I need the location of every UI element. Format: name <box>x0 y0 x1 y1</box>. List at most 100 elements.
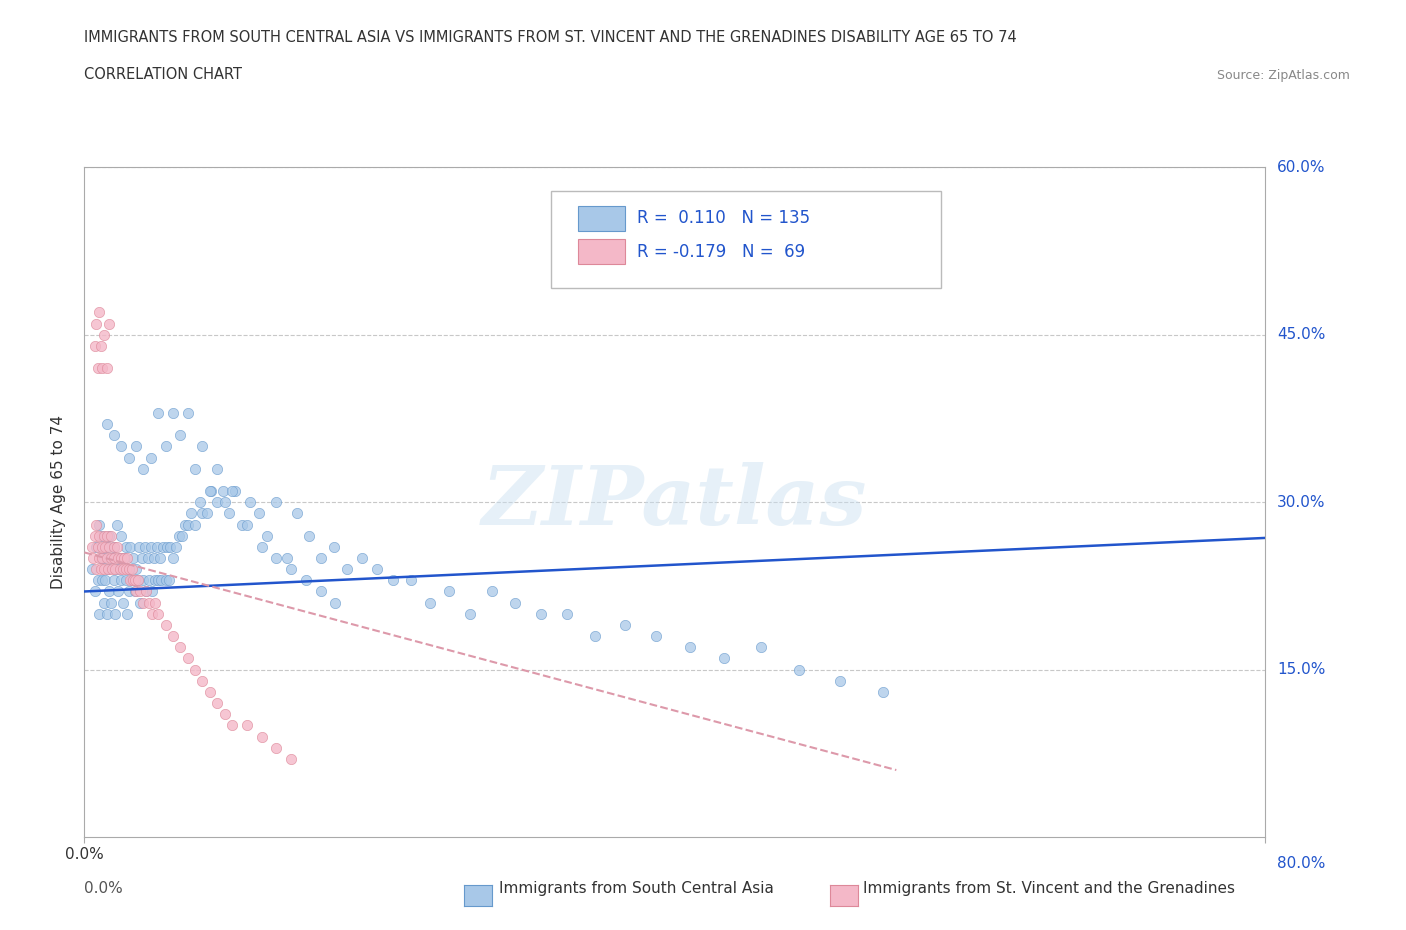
Point <box>129 584 152 599</box>
Point <box>280 751 302 766</box>
Point <box>149 551 172 565</box>
Point <box>125 584 148 599</box>
Point <box>295 573 318 588</box>
Point <box>256 528 278 543</box>
Point <box>399 573 422 588</box>
Point <box>336 562 359 577</box>
Point <box>139 539 162 554</box>
Point <box>103 573 125 588</box>
Point <box>103 539 125 554</box>
Point <box>93 551 115 565</box>
Point <box>205 461 228 476</box>
Point <box>143 573 166 588</box>
Text: Immigrants from South Central Asia: Immigrants from South Central Asia <box>499 881 775 896</box>
Point <box>120 539 142 554</box>
Point <box>218 506 240 521</box>
Point <box>235 517 259 532</box>
Point <box>583 629 606 644</box>
Point <box>93 327 115 342</box>
Point <box>167 528 190 543</box>
Point <box>155 573 177 588</box>
Point <box>165 539 187 554</box>
Point <box>191 673 214 688</box>
Point <box>103 539 125 554</box>
Point <box>108 562 131 577</box>
Point <box>84 316 107 331</box>
Point <box>87 606 111 621</box>
Point <box>90 339 112 353</box>
Point <box>121 573 143 588</box>
Point <box>198 684 221 699</box>
Point <box>555 606 578 621</box>
Point <box>94 573 117 588</box>
Point <box>713 651 735 666</box>
Point <box>100 528 122 543</box>
Point <box>125 562 148 577</box>
Point <box>82 551 104 565</box>
Point <box>105 539 128 554</box>
Point <box>191 439 214 454</box>
Point <box>200 484 222 498</box>
Point <box>114 573 136 588</box>
Point <box>148 606 170 621</box>
Point <box>115 551 138 565</box>
Point <box>87 517 111 532</box>
Point <box>169 640 191 655</box>
Point <box>184 461 207 476</box>
Point <box>173 517 195 532</box>
Text: R =  0.110   N = 135: R = 0.110 N = 135 <box>637 209 810 227</box>
Point <box>105 562 128 577</box>
Point <box>143 595 166 610</box>
Point <box>118 584 141 599</box>
Point <box>141 606 163 621</box>
Text: ZIPatlas: ZIPatlas <box>482 462 868 542</box>
Point <box>188 495 211 510</box>
Point <box>141 584 163 599</box>
Point <box>107 584 129 599</box>
Point <box>239 495 262 510</box>
Point <box>148 405 170 420</box>
Point <box>214 495 236 510</box>
Point <box>159 539 181 554</box>
Point <box>98 539 121 554</box>
Point <box>285 506 308 521</box>
Point <box>214 707 236 722</box>
Point <box>97 562 120 577</box>
Text: 80.0%: 80.0% <box>1277 857 1326 871</box>
Point <box>131 551 153 565</box>
Point <box>110 573 132 588</box>
Point <box>212 484 235 498</box>
Point <box>122 573 145 588</box>
Point <box>170 528 193 543</box>
Point <box>98 584 121 599</box>
Point <box>83 584 105 599</box>
Point <box>177 517 200 532</box>
Point <box>91 361 114 376</box>
Point <box>350 551 373 565</box>
Point <box>98 316 121 331</box>
Point <box>125 439 148 454</box>
Point <box>110 439 132 454</box>
Point <box>83 528 105 543</box>
Point <box>103 428 125 443</box>
Point <box>118 450 141 465</box>
Point <box>93 528 115 543</box>
Point <box>132 461 155 476</box>
Point <box>101 551 124 565</box>
Point <box>224 484 246 498</box>
Point <box>366 562 388 577</box>
Point <box>96 361 118 376</box>
Point <box>112 551 135 565</box>
Point <box>124 584 146 599</box>
Point <box>280 562 302 577</box>
Point <box>749 640 772 655</box>
Point <box>84 539 107 554</box>
Point <box>529 606 551 621</box>
Point <box>80 562 103 577</box>
Point <box>128 539 150 554</box>
Point <box>134 539 156 554</box>
Point <box>787 662 810 677</box>
Point <box>127 573 149 588</box>
Point <box>132 595 155 610</box>
Point <box>184 662 207 677</box>
